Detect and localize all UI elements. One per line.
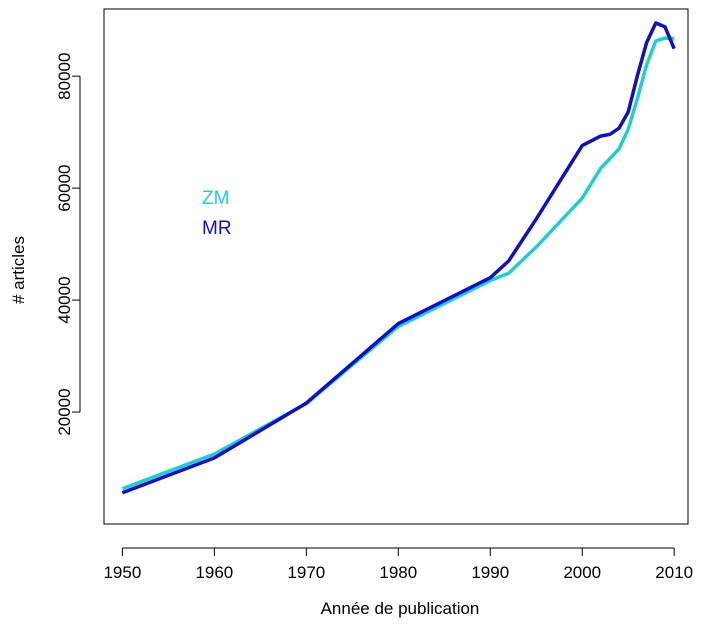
series-lines [121, 21, 676, 495]
legend: ZM MR [202, 188, 232, 239]
x-tick-label: 1950 [103, 563, 141, 582]
x-axis: 1950 1960 1970 1980 1990 2000 2010 [103, 547, 693, 582]
legend-entry-mr: MR [202, 218, 232, 239]
x-tick-label: 1960 [195, 563, 233, 582]
plot-frame [103, 8, 689, 525]
x-tick-label: 1980 [379, 563, 417, 582]
legend-entry-zm: ZM [202, 188, 229, 209]
x-tick-label: 2000 [563, 563, 601, 582]
series-line-mr [121, 21, 676, 495]
y-axis-label: # articles [9, 236, 28, 304]
x-axis-label: Année de publication [321, 599, 480, 618]
y-tick-label: 20000 [55, 388, 74, 435]
x-tick-label: 1970 [287, 563, 325, 582]
x-tick-label: 2010 [655, 563, 693, 582]
y-axis: 20000 40000 60000 80000 [55, 53, 81, 436]
x-tick-label: 1990 [471, 563, 509, 582]
y-tick-label: 60000 [55, 164, 74, 211]
series-line-zm [121, 36, 675, 491]
y-tick-label: 40000 [55, 276, 74, 323]
y-tick-label: 80000 [55, 53, 74, 100]
